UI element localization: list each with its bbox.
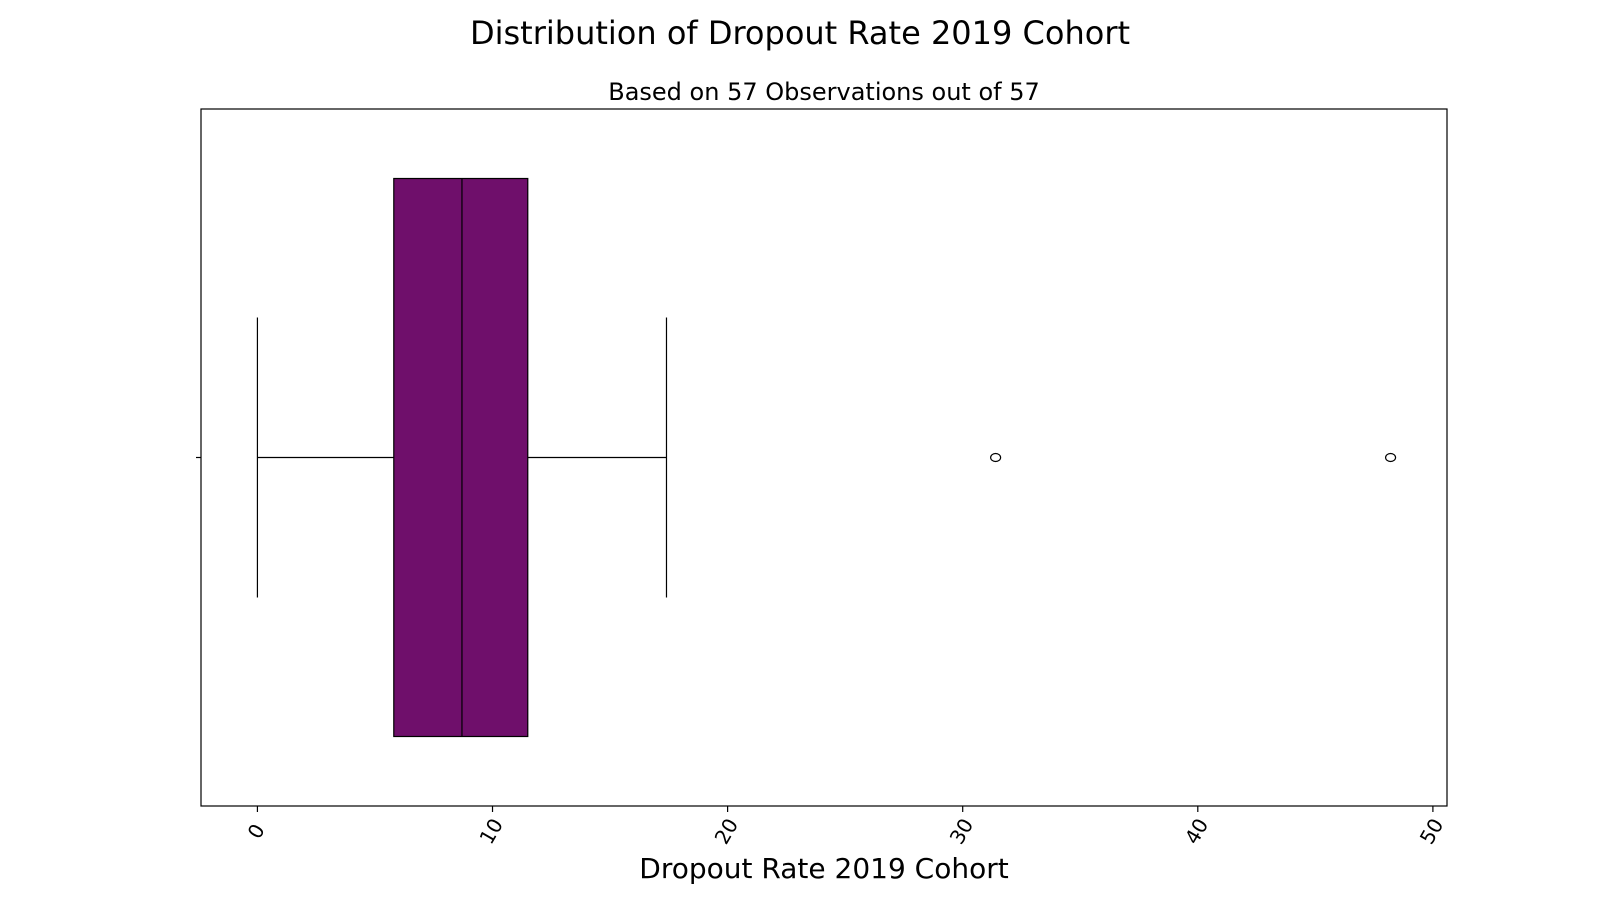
x-tick-label: 40 (1180, 814, 1214, 848)
x-tick-label: 30 (945, 814, 979, 848)
outlier-point-1 (990, 452, 1002, 463)
x-tick-label: 0 (243, 820, 270, 843)
x-tick-label: 50 (1415, 814, 1449, 848)
x-axis-label: Dropout Rate 2019 Cohort (639, 852, 1008, 885)
x-axis-ticks: 0 10 20 30 40 50 (243, 806, 1449, 848)
plot-area (196, 108, 1448, 807)
outlier-point-2 (1384, 452, 1397, 463)
chart-title: Distribution of Dropout Rate 2019 Cohort (470, 14, 1130, 52)
x-tick-label: 10 (474, 814, 508, 848)
iqr-box (393, 177, 529, 738)
chart-subtitle: Based on 57 Observations out of 57 (608, 78, 1040, 106)
x-tick-label: 20 (710, 814, 744, 848)
